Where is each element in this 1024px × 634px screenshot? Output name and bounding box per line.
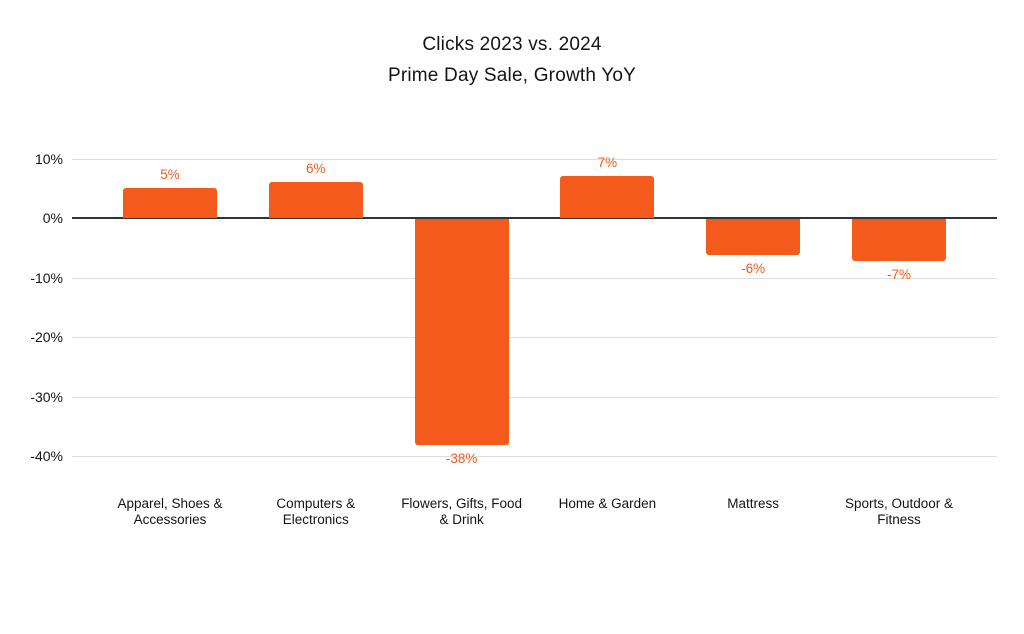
y-axis-tick-label: -20% <box>30 329 63 345</box>
zero-axis-line <box>72 217 997 219</box>
x-axis-category-label: Flowers, Gifts, Food & Drink <box>401 496 522 527</box>
gridline <box>72 158 997 160</box>
y-axis-tick-label: -40% <box>30 448 63 464</box>
chart-title: Clicks 2023 vs. 2024 Prime Day Sale, Gro… <box>0 29 1024 91</box>
y-axis-tick-label: 10% <box>34 150 63 167</box>
chart-title-line1: Clicks 2023 vs. 2024 <box>422 34 602 55</box>
bar-3 <box>414 219 509 446</box>
gridline <box>72 277 997 279</box>
y-axis-tick-label: -10% <box>30 269 63 286</box>
gridline <box>72 456 997 457</box>
gridline <box>72 396 997 398</box>
x-axis-category-label: Mattress <box>727 496 780 511</box>
bar-value-label: -38% <box>445 451 478 467</box>
y-axis-tick-label: -30% <box>30 388 63 405</box>
x-axis-category-label: Sports, Outdoor & Fitness <box>844 496 954 527</box>
bar-value-label: -6% <box>741 260 766 276</box>
bar-1 <box>123 188 217 218</box>
bar-value-label: 5% <box>160 167 180 183</box>
bar-6 <box>852 219 946 261</box>
x-axis-category-label: Apparel, Shoes & Accessories <box>117 496 223 527</box>
bar-value-label: -7% <box>886 266 911 282</box>
chart-title-line2: Prime Day Sale, Growth YoY <box>387 65 637 86</box>
y-axis-tick-label: 0% <box>42 210 63 226</box>
bar-2 <box>268 182 363 218</box>
bar-4 <box>560 176 655 218</box>
gridline <box>72 337 997 338</box>
x-axis-category-label: Computers & Electronics <box>276 496 356 527</box>
bar-5 <box>706 219 801 255</box>
x-axis-category-label: Home & Garden <box>558 496 657 511</box>
bar-value-label: 7% <box>597 155 618 171</box>
bar-value-label: 6% <box>306 161 326 177</box>
